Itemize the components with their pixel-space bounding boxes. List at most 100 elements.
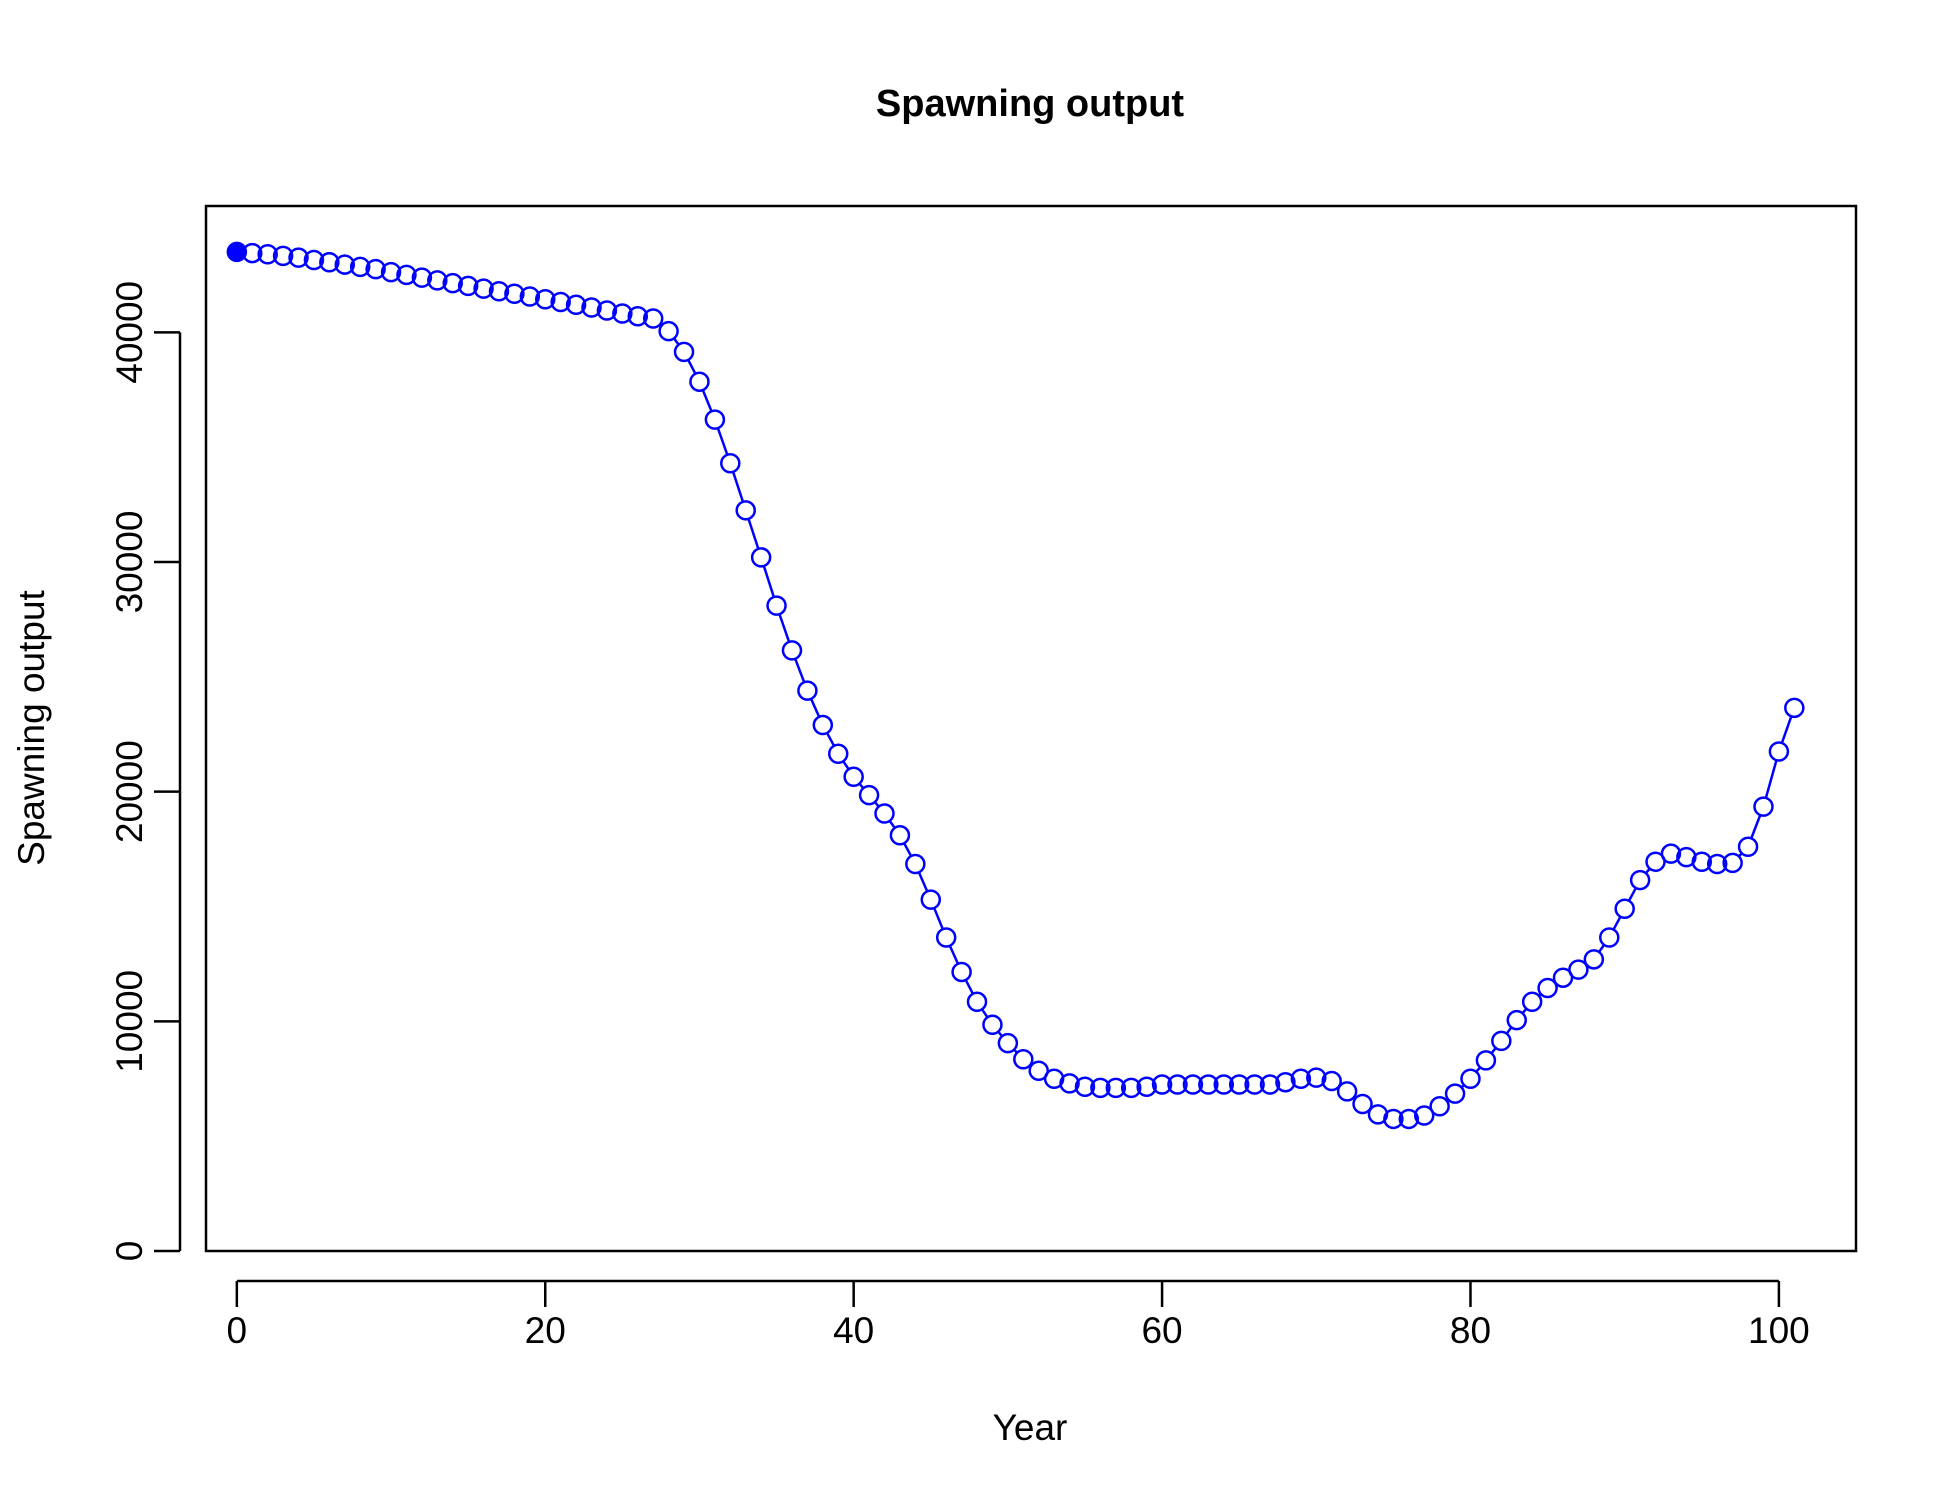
series-line-segment <box>842 760 850 770</box>
data-point-marker <box>1275 1071 1296 1093</box>
data-point-marker <box>535 288 556 310</box>
series-line-segment <box>903 842 913 857</box>
data-point-marker <box>1737 836 1759 858</box>
x-tick-label: 40 <box>833 1310 874 1351</box>
series-line-segment <box>762 565 776 598</box>
x-tick-label: 20 <box>525 1310 566 1351</box>
data-point-marker <box>581 297 602 318</box>
series-line-segment <box>1780 715 1793 744</box>
y-axis-title: Spawning output <box>11 589 52 865</box>
data-point-marker <box>935 927 957 948</box>
y-tick-label: 20000 <box>109 740 150 843</box>
data-point-marker <box>319 252 340 273</box>
data-point-marker <box>673 341 695 363</box>
data-point-marker <box>1753 796 1774 817</box>
data-point-marker <box>1475 1050 1497 1071</box>
data-point-marker <box>1583 949 1605 970</box>
x-axis-title: Year <box>993 1407 1068 1448</box>
series-line-segment <box>1598 944 1606 953</box>
data-point-marker <box>797 680 818 701</box>
data-point-marker <box>242 242 263 264</box>
data-point-marker <box>380 261 402 283</box>
series-line-segment <box>825 732 836 747</box>
data-point-marker <box>612 303 633 324</box>
data-point-marker <box>1413 1105 1435 1126</box>
data-point-marker <box>1398 1108 1420 1130</box>
data-point-marker <box>1182 1074 1204 1095</box>
data-point-marker <box>951 961 972 983</box>
data-point-marker <box>1599 927 1620 948</box>
series-line-segment <box>1750 814 1762 839</box>
series-line-segment <box>778 613 791 643</box>
series-line-segment <box>716 427 729 456</box>
data-point-marker <box>982 1014 1003 1036</box>
data-point-marker <box>1645 851 1666 872</box>
y-axis: 0 10000 20000 30000 40000 <box>109 281 182 1261</box>
data-point-marker <box>642 308 664 329</box>
data-point-marker <box>1568 959 1589 980</box>
data-point-marker <box>1336 1081 1358 1102</box>
data-point-marker <box>858 784 880 806</box>
data-point-marker <box>303 249 325 271</box>
data-point-marker <box>827 743 849 765</box>
data-point-marker <box>1537 977 1558 999</box>
data-point-marker <box>457 275 479 297</box>
x-axis: 0 20 40 60 80 100 <box>227 1279 1810 1351</box>
data-point-marker <box>627 305 649 327</box>
data-point-marker <box>966 991 988 1013</box>
data-point-marker <box>704 409 726 430</box>
data-point-marker <box>1552 967 1574 988</box>
data-point-marker <box>735 500 756 521</box>
initial-point-marker <box>226 241 248 263</box>
chart-title: Spawning output <box>876 83 1185 125</box>
data-point-marker <box>1491 1030 1512 1052</box>
data-point-marker <box>1136 1076 1157 1098</box>
series-line-segment <box>933 907 944 930</box>
series-line-segment <box>701 389 713 412</box>
data-point-marker <box>1167 1074 1188 1095</box>
series-line-segment <box>672 337 680 346</box>
data-point-marker <box>411 267 433 288</box>
data-point-marker <box>257 243 278 265</box>
data-point-marker <box>1352 1093 1373 1115</box>
data-point-marker <box>1321 1070 1342 1092</box>
data-point-marker <box>781 640 803 661</box>
data-point-marker <box>1629 869 1651 891</box>
data-point-marker <box>365 258 386 280</box>
data-point-marker <box>1383 1108 1404 1130</box>
data-point-marker <box>1660 843 1682 864</box>
data-point-marker <box>1059 1073 1080 1094</box>
data-point-marker <box>1105 1077 1127 1099</box>
data-point-marker <box>812 714 834 736</box>
data-point-marker <box>1614 898 1635 920</box>
data-point-marker <box>720 452 741 474</box>
data-point-marker <box>1213 1074 1235 1095</box>
data-point-marker <box>565 294 587 316</box>
data-point-marker <box>1013 1048 1034 1070</box>
data-point-marker <box>1198 1074 1219 1095</box>
series-line-segment <box>888 820 896 829</box>
data-point-marker <box>1444 1083 1466 1104</box>
data-point-marker <box>288 247 309 268</box>
data-point-marker <box>596 300 618 321</box>
data-point-marker <box>750 547 772 568</box>
series-line-segment <box>809 698 821 718</box>
data-point-marker <box>905 853 926 875</box>
data-point-marker <box>1120 1077 1142 1099</box>
data-point-marker <box>488 280 510 302</box>
plot-frame <box>204 204 1858 1253</box>
data-point-marker <box>1521 991 1543 1013</box>
data-point-marker <box>1074 1076 1096 1098</box>
data-point-marker <box>1151 1074 1173 1095</box>
data-point-marker <box>766 595 787 616</box>
series-line-segment <box>948 945 960 965</box>
data-point-marker <box>550 291 571 313</box>
series-line-segment <box>1505 1026 1513 1035</box>
x-tick-label: 60 <box>1141 1310 1182 1351</box>
series-layer <box>226 241 1805 1130</box>
y-tick-label: 30000 <box>109 511 150 614</box>
data-point-marker <box>1768 741 1790 762</box>
data-point-marker <box>442 272 463 294</box>
data-point-marker <box>1306 1067 1327 1088</box>
